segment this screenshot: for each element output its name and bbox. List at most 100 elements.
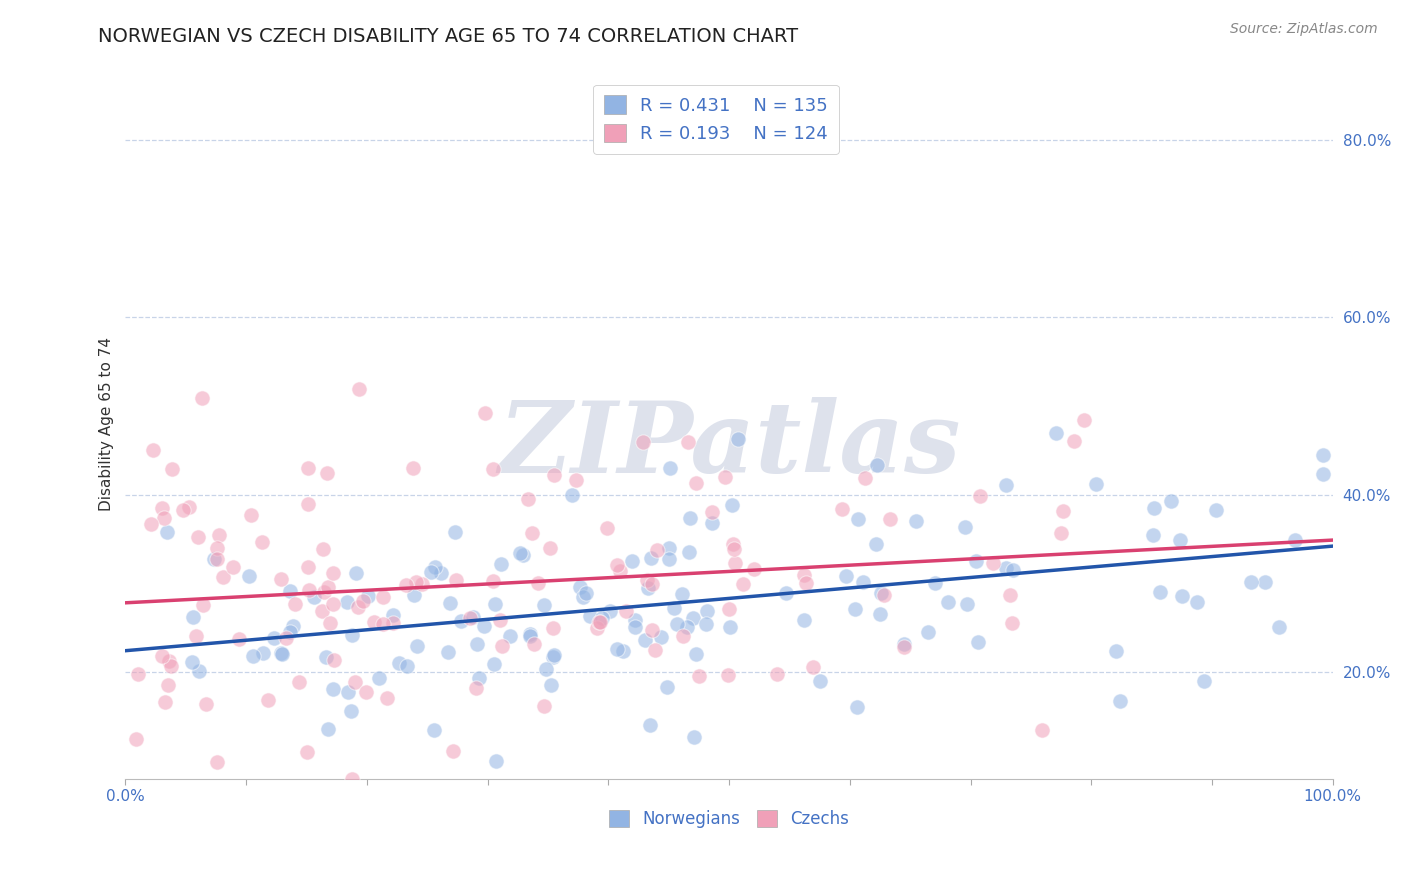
Point [998,588,1021,602]
Point [274,631,297,645]
Point [995,561,1018,575]
Point [342,628,364,642]
Point [936,595,959,609]
Point [917,625,939,640]
Point [481,462,503,476]
Point [966,635,988,649]
Point [609,564,631,578]
Point [184,628,207,642]
Point [288,675,311,690]
Point [572,591,595,605]
Text: Source: ZipAtlas.com: Source: ZipAtlas.com [1230,22,1378,37]
Point [312,541,335,556]
Point [489,613,512,627]
Point [835,568,858,582]
Point [1050,526,1073,541]
Point [658,541,681,556]
Point [742,562,765,576]
Point [695,616,717,631]
Point [620,554,643,568]
Point [205,755,228,769]
Text: NORWEGIAN VS CZECH DISABILITY AGE 65 TO 74 CORRELATION CHART: NORWEGIAN VS CZECH DISABILITY AGE 65 TO … [98,27,799,45]
Point [717,602,740,616]
Point [157,654,180,668]
Point [606,641,628,656]
Point [845,700,868,714]
Point [322,681,344,696]
Point [1105,644,1128,658]
Point [1045,425,1067,440]
Point [844,602,866,616]
Point [588,615,610,629]
Point [793,567,815,582]
Point [517,491,540,506]
Point [846,512,869,526]
Point [718,620,741,634]
Point [474,406,496,420]
Point [534,662,557,676]
Point [349,382,371,396]
Point [250,534,273,549]
Point [1001,563,1024,577]
Point [658,461,681,475]
Point [187,530,209,544]
Point [344,566,367,580]
Point [606,558,628,573]
Point [688,669,710,683]
Point [444,573,467,587]
Point [723,541,745,556]
Point [155,525,177,540]
Point [422,723,444,737]
Point [965,554,987,568]
Point [1254,575,1277,590]
Point [238,569,260,583]
Point [363,615,385,629]
Point [638,718,661,732]
Point [683,730,706,744]
Point [637,581,659,595]
Point [356,589,378,603]
Point [337,685,360,699]
Point [1149,584,1171,599]
Point [335,594,357,608]
Point [852,575,875,590]
Point [439,596,461,610]
Point [636,573,658,587]
Point [585,621,607,635]
Point [540,678,562,692]
Point [720,498,742,512]
Point [1143,500,1166,515]
Point [1084,477,1107,491]
Point [270,646,292,660]
Point [468,671,491,685]
Point [1171,589,1194,603]
Point [1109,694,1132,708]
Point [444,524,467,539]
Point [491,639,513,653]
Point [481,574,503,588]
Point [1052,504,1074,518]
Point [180,655,202,669]
Point [727,432,749,446]
Point [190,391,212,405]
Point [263,631,285,645]
Point [904,514,927,528]
Point [270,572,292,586]
Point [323,653,346,667]
Point [893,640,915,654]
Point [671,587,693,601]
Point [212,570,235,584]
Point [955,597,977,611]
Point [599,604,621,618]
Text: ZIPatlas: ZIPatlas [498,397,960,493]
Point [318,580,340,594]
Point [969,489,991,503]
Point [1073,413,1095,427]
Point [564,473,586,487]
Point [1268,620,1291,634]
Point [281,619,304,633]
Point [1284,533,1306,548]
Point [312,584,335,599]
Point [541,620,564,634]
Point [678,545,700,559]
